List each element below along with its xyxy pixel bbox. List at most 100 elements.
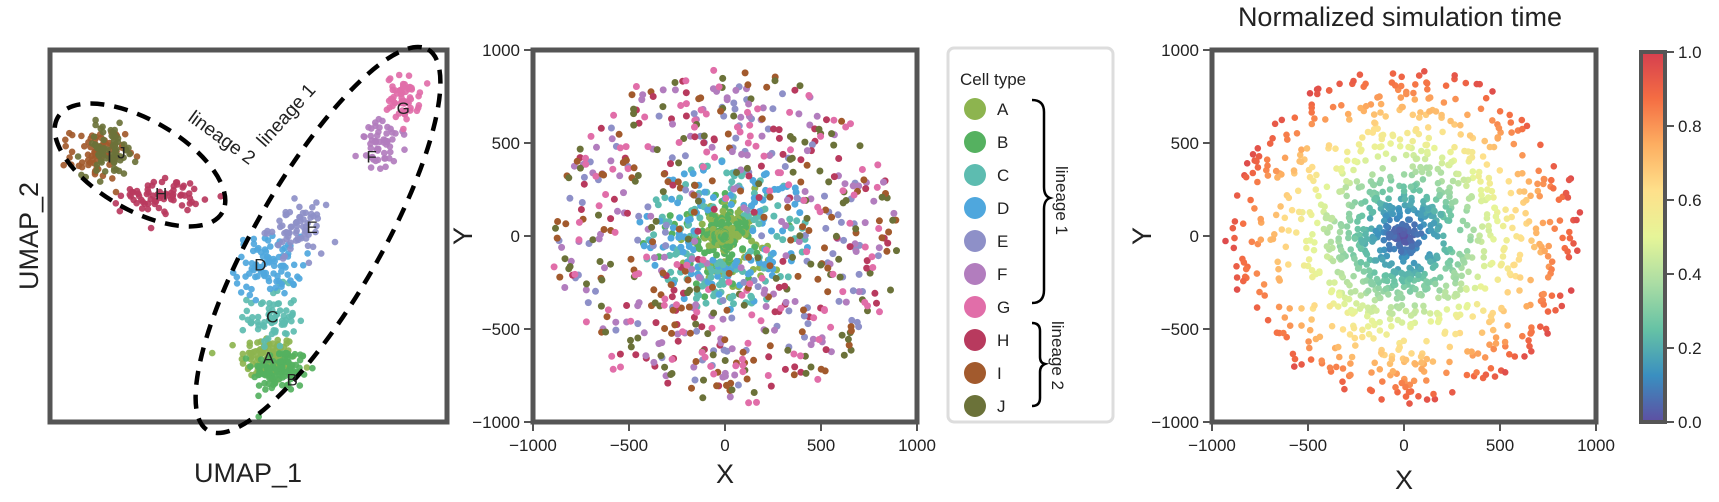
umap-point xyxy=(287,299,295,307)
celltype-point xyxy=(797,156,805,164)
celltype-point xyxy=(868,253,876,261)
lineage-2-label: lineage 2 xyxy=(184,107,259,169)
celltype-point xyxy=(668,154,676,162)
umap-point xyxy=(208,349,216,357)
time-point xyxy=(1360,226,1367,233)
celltype-point xyxy=(821,192,828,200)
umap-point xyxy=(309,204,316,211)
celltype-point xyxy=(714,272,722,280)
celltype-point xyxy=(723,169,731,177)
celltype-point xyxy=(571,270,579,278)
celltype-point xyxy=(671,321,679,329)
celltype-point xyxy=(820,306,828,313)
celltype-point xyxy=(864,307,871,315)
time-point xyxy=(1365,267,1373,274)
celltype-point xyxy=(870,197,878,205)
celltype-point xyxy=(875,244,883,252)
celltype-point xyxy=(597,124,605,132)
celltype-point xyxy=(822,224,830,232)
umap-point xyxy=(217,193,224,200)
time-point xyxy=(1427,318,1435,325)
celltype-point xyxy=(635,119,643,127)
time-point xyxy=(1478,329,1486,337)
celltype-point xyxy=(634,334,642,342)
time-point xyxy=(1517,234,1524,241)
celltype-point xyxy=(853,318,861,326)
time-point xyxy=(1537,141,1544,149)
time-point xyxy=(1298,158,1305,166)
celltype-point xyxy=(709,283,716,291)
legend-label-E: E xyxy=(997,232,1008,251)
time-point xyxy=(1362,80,1369,88)
umap-point xyxy=(250,235,258,243)
celltype-point xyxy=(829,270,837,278)
time-point xyxy=(1261,292,1268,299)
time-point xyxy=(1419,176,1427,183)
celltype-point xyxy=(630,110,638,118)
colorbar-tick-label: 0.6 xyxy=(1678,191,1702,210)
celltype-point xyxy=(750,356,758,364)
time-point xyxy=(1483,161,1491,168)
time-point xyxy=(1459,256,1467,264)
celltype-point xyxy=(786,215,794,223)
umap-point xyxy=(96,178,104,185)
umap-point xyxy=(186,180,194,187)
time-point xyxy=(1390,155,1398,163)
time-point xyxy=(1251,205,1258,212)
celltype-point xyxy=(602,191,610,198)
time-point xyxy=(1457,131,1464,138)
umap-point xyxy=(376,124,383,131)
time-point xyxy=(1464,301,1471,309)
time-point xyxy=(1400,283,1408,291)
time-point xyxy=(1377,349,1385,357)
time-point xyxy=(1486,180,1494,187)
umap-point xyxy=(371,137,379,145)
celltype-point xyxy=(860,176,868,184)
time-point xyxy=(1398,319,1406,326)
umap-point xyxy=(62,136,69,144)
time-point xyxy=(1439,128,1446,136)
umap-point xyxy=(255,244,262,252)
time-point xyxy=(1357,259,1365,266)
celltype-point xyxy=(677,304,685,312)
umap-point xyxy=(178,202,186,209)
celltype-point xyxy=(809,335,817,343)
celltype-point xyxy=(755,180,763,188)
umap-point xyxy=(383,130,390,137)
celltype-point xyxy=(748,311,756,319)
umap-point xyxy=(302,228,310,235)
time-point xyxy=(1435,294,1442,302)
celltype-point xyxy=(717,107,725,115)
celltype-point xyxy=(787,236,795,244)
umap-point xyxy=(60,161,67,169)
time-point xyxy=(1281,314,1289,321)
celltype-point xyxy=(789,168,797,176)
celltype-point xyxy=(874,252,882,260)
time-point xyxy=(1431,395,1439,403)
time-point xyxy=(1359,302,1366,309)
time-point xyxy=(1421,68,1428,75)
celltype-point xyxy=(602,328,610,336)
time-point xyxy=(1381,261,1389,268)
celltype-point xyxy=(691,237,699,245)
umap-point xyxy=(170,182,178,190)
time-point xyxy=(1344,110,1352,118)
celltype-point xyxy=(691,376,699,384)
time-point xyxy=(1325,142,1333,149)
celltype-point xyxy=(695,95,703,103)
celltype-point xyxy=(670,286,678,294)
time-point xyxy=(1308,267,1316,274)
umap-point xyxy=(294,235,302,242)
umap-point xyxy=(367,132,375,140)
time-point xyxy=(1315,85,1322,93)
celltype-point xyxy=(762,327,770,335)
celltype-point xyxy=(659,86,667,94)
celltype-point xyxy=(624,165,632,173)
time-point xyxy=(1229,224,1237,232)
time-point xyxy=(1424,205,1432,212)
umap-point xyxy=(385,76,393,84)
celltype-point xyxy=(694,227,702,235)
celltype-point xyxy=(713,251,720,259)
umap-point xyxy=(97,125,104,132)
umap-point xyxy=(372,119,379,126)
